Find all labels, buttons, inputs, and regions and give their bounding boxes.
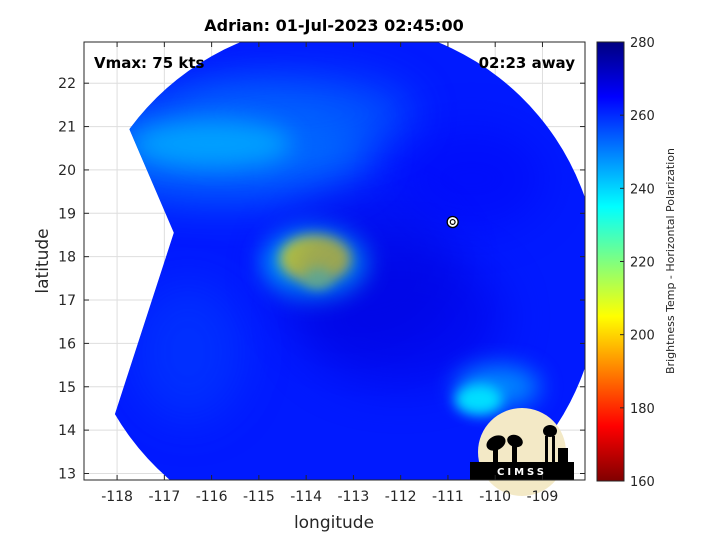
feature-cold-eye-ring xyxy=(268,195,458,353)
logo-dish-left-stand xyxy=(493,446,498,462)
swath-texture-band xyxy=(395,126,548,231)
y-tick-label: 22 xyxy=(58,76,76,92)
y-tick-label: 16 xyxy=(58,336,76,352)
chart-title: Adrian: 01-Jul-2023 02:45:00 xyxy=(204,16,463,35)
colorbar-label: Brightness Temp - Horizontal Polarizatio… xyxy=(664,148,677,374)
colorbar-tick-label: 200 xyxy=(630,329,655,344)
cimss-logo: CIMSS xyxy=(470,408,574,496)
colorbar-tick-label: 240 xyxy=(630,182,655,197)
y-tick-label: 14 xyxy=(58,423,76,439)
colorbar-tick-label: 260 xyxy=(630,109,655,124)
x-axis-title: longitude xyxy=(294,513,374,533)
y-tick-label: 20 xyxy=(58,163,76,179)
x-tick-label: -114 xyxy=(290,489,322,505)
logo-dish-mid-stand xyxy=(512,444,517,462)
colorbar-tick-label: 280 xyxy=(630,36,655,51)
logo-text: CIMSS xyxy=(497,467,547,478)
y-tick-label: 19 xyxy=(58,206,76,222)
x-tick-label: -117 xyxy=(148,489,180,505)
y-tick-label: 15 xyxy=(58,380,76,396)
plot-frame xyxy=(83,41,586,481)
logo-banner xyxy=(470,462,574,480)
storm-position-marker xyxy=(446,215,459,229)
logo-building xyxy=(558,448,568,462)
x-axis-ticks: -118 -117 -116 -115 -114 -113 -112 -111 -110 -109 xyxy=(101,42,558,505)
y-axis-title: latitude xyxy=(33,228,53,293)
logo-tower-leg xyxy=(552,436,555,462)
y-tick-label: 21 xyxy=(58,120,76,136)
x-tick-label: -109 xyxy=(527,489,559,505)
storm-marker-outer xyxy=(446,215,459,229)
x-tick-label: -111 xyxy=(432,489,464,505)
time-away-annotation: 02:23 away xyxy=(479,54,576,72)
colorbar-gradient xyxy=(596,41,625,482)
colorbar-tick-label: 220 xyxy=(630,256,655,271)
y-tick-label: 18 xyxy=(58,250,76,266)
vmax-annotation: Vmax: 75 kts xyxy=(94,54,204,72)
y-axis-ticks: 13 14 15 16 17 18 19 20 21 22 xyxy=(58,76,585,482)
x-tick-label: -112 xyxy=(385,489,417,505)
feature-southeast-warm-patch xyxy=(455,384,503,415)
x-tick-label: -110 xyxy=(479,489,511,505)
colorbar-tick-label: 160 xyxy=(630,475,655,490)
colorbar-ticks: 160 180 200 220 240 260 280 xyxy=(620,36,655,490)
x-tick-label: -116 xyxy=(196,489,228,505)
logo-tower-leg xyxy=(545,436,548,462)
x-tick-label: -118 xyxy=(101,489,133,505)
logo-dish-mid xyxy=(507,434,523,448)
swath-texture-band xyxy=(131,282,245,422)
colorbar: 160 180 200 220 240 260 280 Brightness Temp - … xyxy=(596,36,677,490)
logo-dish-left xyxy=(486,435,506,451)
feature-northwest-edge-band xyxy=(131,120,292,168)
y-tick-label: 13 xyxy=(58,466,76,482)
swath-image xyxy=(114,42,585,480)
y-tick-label: 17 xyxy=(58,293,76,309)
logo-tower-top xyxy=(543,425,557,437)
storm-marker-inner xyxy=(449,218,456,225)
x-tick-label: -113 xyxy=(338,489,370,505)
x-tick-label: -115 xyxy=(243,489,275,505)
swath-features xyxy=(114,74,548,422)
colorbar-tick-label: 180 xyxy=(630,402,655,417)
